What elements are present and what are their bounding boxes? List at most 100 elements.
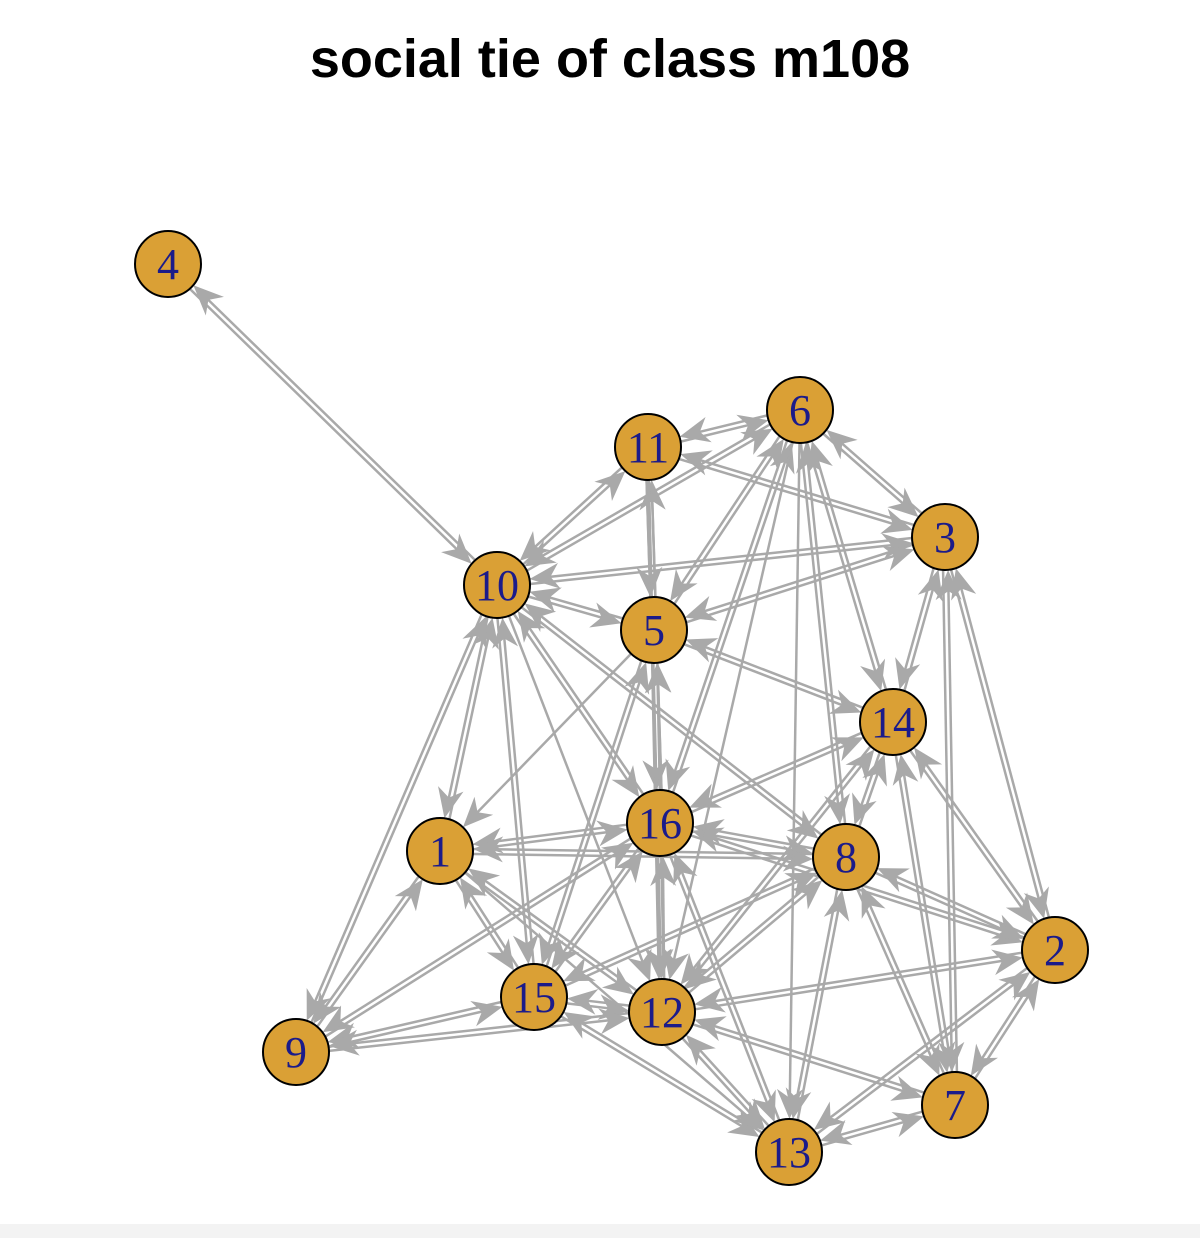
arrowhead-16-to-15 bbox=[551, 936, 580, 969]
node-label: 7 bbox=[944, 1081, 966, 1130]
edge-13-to-2 bbox=[816, 983, 1016, 1136]
edge-6-to-16 bbox=[673, 440, 789, 773]
chart-title: social tie of class m108 bbox=[309, 29, 911, 89]
edge-15-to-9 bbox=[346, 1000, 502, 1039]
node-label: 16 bbox=[638, 799, 682, 848]
arrowhead-15-to-1 bbox=[459, 877, 488, 910]
edge-10-to-8 bbox=[520, 606, 804, 828]
arrowhead-13-to-12 bbox=[686, 1034, 716, 1066]
arrowhead-12-to-15 bbox=[567, 988, 599, 1015]
edge-10-to-15 bbox=[496, 617, 529, 945]
node-circle bbox=[626, 789, 694, 857]
node-12: 12 bbox=[628, 978, 696, 1046]
node-9: 9 bbox=[262, 1018, 330, 1086]
edge-5-to-1 bbox=[475, 652, 632, 814]
arrowhead-14-to-12 bbox=[680, 953, 710, 985]
edge-1-to-8 bbox=[472, 852, 793, 860]
edge-8-to-14 bbox=[858, 772, 880, 828]
node-circle bbox=[911, 503, 979, 571]
edge-14-to-16 bbox=[707, 731, 863, 801]
arrowhead-15-to-16 bbox=[614, 851, 643, 884]
window-bottom-edge bbox=[0, 1224, 1200, 1238]
arrowhead-6-to-11 bbox=[679, 417, 712, 443]
arrowhead-3-to-6 bbox=[826, 429, 858, 460]
node-label: 3 bbox=[934, 513, 956, 562]
node-1: 1 bbox=[406, 817, 474, 885]
node-label: 13 bbox=[767, 1128, 811, 1177]
edge-5-to-15 bbox=[546, 660, 643, 947]
arrowhead-3-to-14 bbox=[895, 657, 921, 690]
arrowhead-16-to-10 bbox=[517, 610, 546, 643]
arrowhead-9-to-10 bbox=[462, 616, 487, 649]
edge-3-to-2 bbox=[949, 569, 1041, 900]
arrowhead-1-to-12 bbox=[601, 966, 634, 995]
arrowhead-7-to-3 bbox=[935, 569, 962, 601]
edge-16-to-6 bbox=[671, 460, 787, 793]
edge-4-to-10 bbox=[189, 287, 459, 551]
edge-1-to-9 bbox=[323, 875, 420, 1009]
edge-13-to-7 bbox=[821, 1120, 906, 1147]
node-label: 4 bbox=[157, 240, 179, 289]
arrowhead-2-to-7 bbox=[970, 1043, 998, 1076]
arrowhead-13-to-16 bbox=[673, 852, 698, 886]
arrowhead-16-to-9 bbox=[322, 1005, 355, 1033]
edge-6-to-11 bbox=[698, 414, 768, 434]
arrowhead-14-to-2 bbox=[1005, 892, 1034, 925]
edge-9-to-1 bbox=[316, 894, 413, 1028]
arrowhead-12-to-7 bbox=[890, 1075, 923, 1101]
arrowhead-4-to-10 bbox=[441, 533, 472, 564]
arrowhead-8-to-7 bbox=[915, 1043, 940, 1076]
arrowhead-7-to-12 bbox=[694, 1016, 727, 1042]
edge-15-to-8 bbox=[564, 879, 800, 987]
arrowhead-2-to-8 bbox=[877, 868, 910, 893]
arrowhead-16-to-13 bbox=[751, 1089, 776, 1123]
edge-12-to-8 bbox=[688, 892, 808, 994]
arrowhead-6-to-13 bbox=[776, 1088, 803, 1120]
edge-12-to-14 bbox=[683, 764, 863, 989]
node-13: 13 bbox=[755, 1118, 823, 1186]
arrowhead-1-to-13 bbox=[732, 1101, 765, 1131]
edge-10-to-3 bbox=[529, 543, 893, 586]
edge-16-to-9 bbox=[338, 837, 632, 1023]
edge-3-to-5 bbox=[703, 543, 914, 613]
arrowhead-5-to-3 bbox=[881, 546, 915, 571]
edges-layer bbox=[189, 285, 1051, 1147]
arrowhead-5-to-10 bbox=[529, 587, 562, 613]
node-7: 7 bbox=[921, 1071, 989, 1139]
edge-8-to-10 bbox=[539, 614, 823, 836]
edge-10-to-6 bbox=[526, 437, 756, 572]
node-circle bbox=[620, 596, 688, 664]
arrowhead-10-to-16 bbox=[611, 765, 640, 798]
edge-9-to-10 bbox=[310, 634, 480, 1024]
arrowhead-13-to-2 bbox=[998, 971, 1031, 1001]
edge-2-to-13 bbox=[828, 966, 1028, 1119]
node-circle bbox=[614, 413, 682, 481]
arrowhead-12-to-5 bbox=[644, 662, 671, 694]
edge-13-to-15 bbox=[579, 1021, 763, 1134]
arrowhead-12-to-16 bbox=[650, 855, 677, 887]
arrowhead-8-to-15 bbox=[563, 957, 596, 982]
arrowhead-14-to-3 bbox=[917, 569, 943, 602]
node-16: 16 bbox=[626, 789, 694, 857]
edge-5-to-10 bbox=[548, 595, 624, 620]
node-circle bbox=[406, 817, 474, 885]
edge-12-to-7 bbox=[692, 1023, 905, 1093]
edge-9-to-15 bbox=[328, 1010, 484, 1049]
edge-6-to-13 bbox=[788, 442, 801, 1100]
edge-1-to-10 bbox=[448, 637, 490, 820]
node-label: 9 bbox=[285, 1028, 307, 1077]
arrowhead-5-to-1 bbox=[462, 796, 494, 828]
edge-10-to-9 bbox=[313, 613, 483, 1003]
node-circle bbox=[812, 823, 880, 891]
edge-6-to-12 bbox=[672, 441, 794, 961]
node-label: 15 bbox=[512, 973, 556, 1022]
arrowhead-6-to-10 bbox=[524, 540, 557, 567]
edge-11-to-3 bbox=[678, 457, 894, 526]
arrowhead-8-to-12 bbox=[685, 959, 717, 989]
node-2: 2 bbox=[1021, 916, 1089, 984]
edge-3-to-6 bbox=[840, 442, 923, 515]
arrowhead-14-to-5 bbox=[685, 638, 719, 663]
node-label: 10 bbox=[475, 561, 519, 610]
